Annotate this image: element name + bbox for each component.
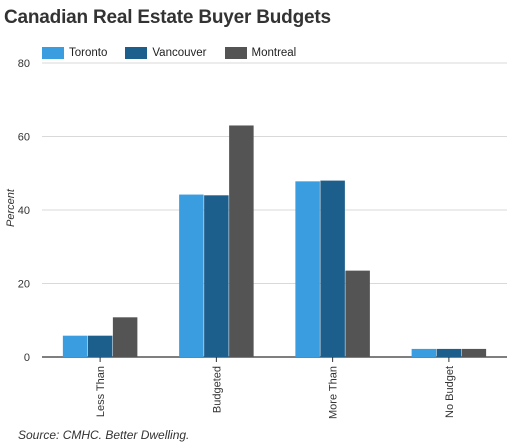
y-tick-label: 0 (24, 352, 30, 364)
legend-item-montreal[interactable]: Montreal (224, 47, 297, 59)
x-tick-label-more-than: More Than (328, 366, 340, 419)
legend-swatch-montreal (224, 47, 247, 59)
y-tick-label: 40 (18, 205, 30, 217)
y-tick-label: 80 (18, 58, 30, 70)
legend-label-montreal: Montreal (251, 47, 297, 59)
gridlines (42, 62, 507, 358)
legend-swatch-vancouver (125, 47, 148, 59)
bar-vancouver-no-budget[interactable] (436, 348, 462, 357)
legend-label-toronto: Toronto (69, 47, 108, 59)
bar-montreal-no-budget[interactable] (461, 348, 487, 357)
x-tick-label-no-budget: No Budget (444, 366, 456, 418)
y-tick-label: 60 (18, 132, 30, 144)
bar-toronto-budgeted[interactable] (179, 194, 204, 357)
bar-vancouver-less-than[interactable] (87, 335, 113, 357)
bars (62, 125, 487, 357)
x-axis-ticks: Less Than Budgeted More Than No Budget (95, 357, 456, 419)
x-tick-label-budgeted: Budgeted (211, 366, 223, 413)
bar-toronto-less-than[interactable] (62, 335, 88, 357)
legend-label-vancouver: Vancouver (152, 47, 207, 59)
source-note: Source: CMHC. Better Dwelling. (18, 428, 190, 442)
bar-montreal-less-than[interactable] (112, 317, 138, 357)
chart-title: Canadian Real Estate Buyer Budgets (4, 7, 331, 28)
legend-item-toronto[interactable]: Toronto (42, 47, 107, 59)
bar-montreal-budgeted[interactable] (229, 125, 254, 357)
y-axis-label: Percent (5, 188, 17, 227)
x-tick-label-less-than: Less Than (95, 366, 107, 417)
bar-toronto-more-than[interactable] (295, 181, 320, 357)
chart-legend: Toronto Vancouver Montreal (42, 45, 314, 61)
legend-swatch-toronto (42, 47, 64, 59)
y-tick-label: 20 (18, 279, 30, 291)
legend-item-vancouver[interactable]: Vancouver (125, 47, 207, 59)
bar-vancouver-budgeted[interactable] (204, 195, 229, 357)
bar-vancouver-more-than[interactable] (320, 180, 345, 357)
bar-toronto-no-budget[interactable] (411, 348, 437, 357)
bar-montreal-more-than[interactable] (345, 270, 370, 357)
y-axis-ticks: 0 20 40 60 80 (18, 58, 30, 364)
